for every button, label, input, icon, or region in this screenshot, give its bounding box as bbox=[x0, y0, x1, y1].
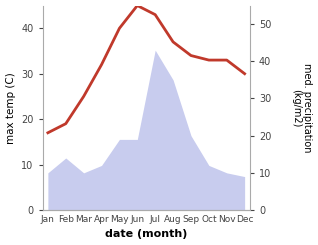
X-axis label: date (month): date (month) bbox=[105, 230, 187, 239]
Y-axis label: max temp (C): max temp (C) bbox=[5, 72, 16, 144]
Y-axis label: med. precipitation
(kg/m2): med. precipitation (kg/m2) bbox=[291, 63, 313, 153]
